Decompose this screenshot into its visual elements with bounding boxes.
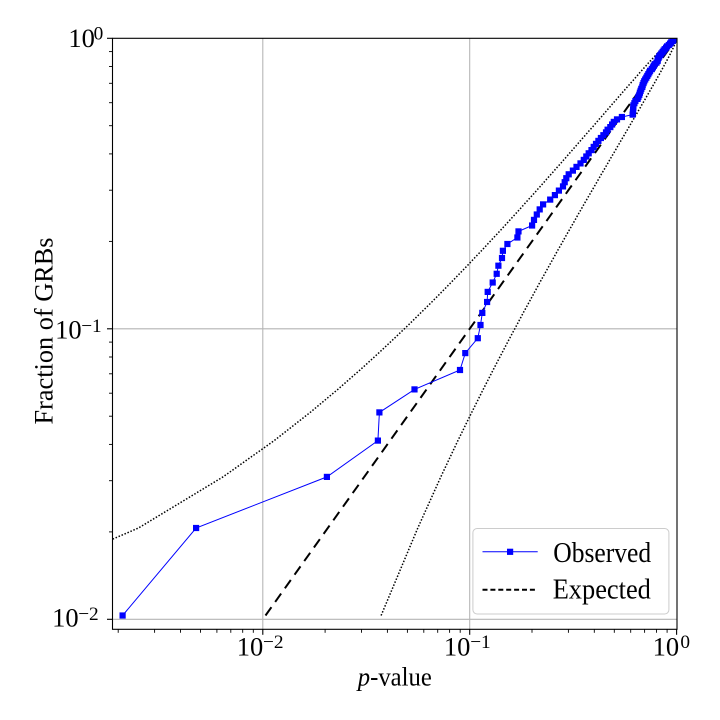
svg-text:Fraction of GRBs: Fraction of GRBs [30,238,59,425]
svg-text:−1: −1 [470,632,491,653]
svg-text:0: 0 [94,23,104,44]
svg-text:Expected: Expected [553,575,651,606]
svg-text:−2: −2 [263,632,284,653]
svg-text:10: 10 [653,632,680,662]
svg-text:p-value: p-value [356,663,432,692]
svg-text:0: 0 [680,632,690,653]
svg-text:10: 10 [52,603,79,633]
svg-text:−1: −1 [81,316,102,337]
svg-text:10: 10 [444,632,471,662]
svg-text:10: 10 [68,23,95,53]
svg-text:−2: −2 [78,604,99,625]
svg-text:10: 10 [55,315,82,345]
svg-text:10: 10 [237,632,264,662]
svg-text:Observed: Observed [553,538,651,569]
